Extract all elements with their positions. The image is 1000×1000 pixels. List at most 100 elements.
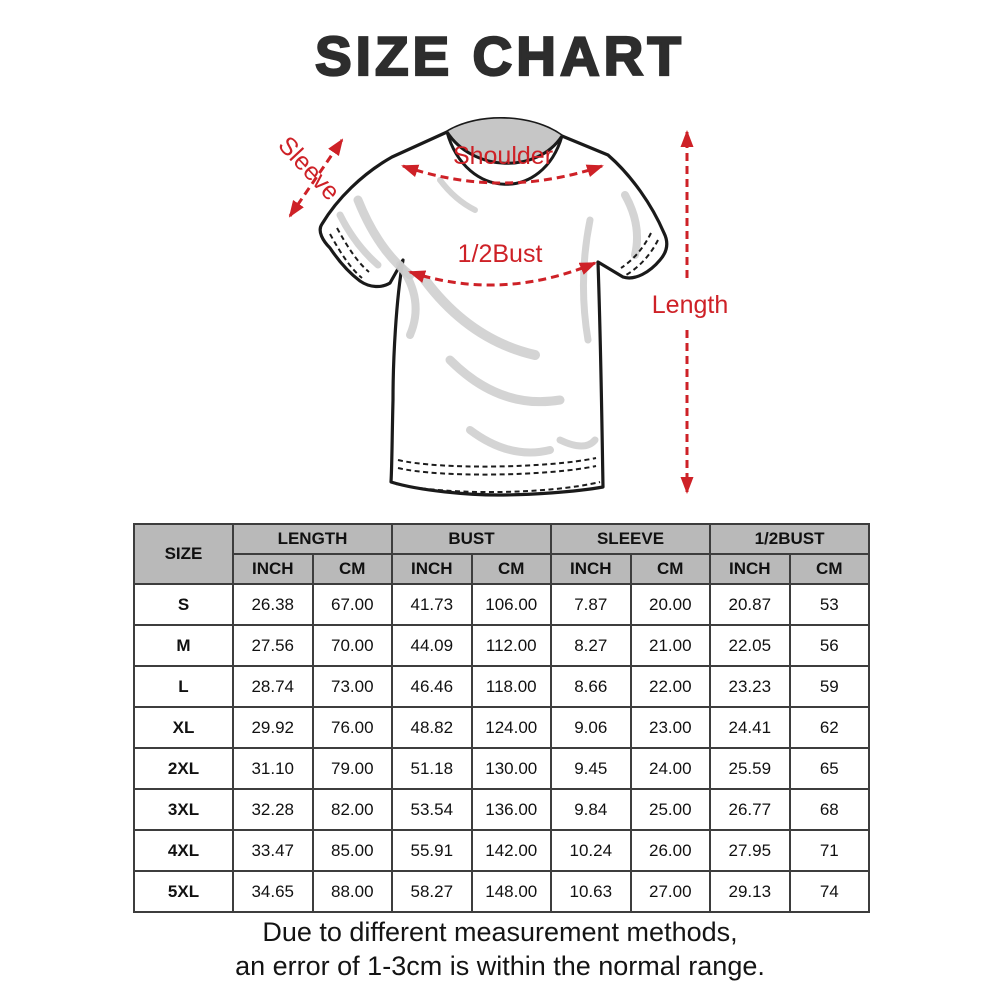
size-cell: XL	[133, 706, 234, 749]
size-cell: L	[133, 665, 234, 708]
sleeve-arrow	[288, 138, 344, 218]
half-bust-arrow	[408, 261, 597, 287]
measurement-cell: 130.00	[470, 747, 553, 790]
half-bust-label: 1/2Bust	[458, 240, 543, 268]
measurement-cell: 51.18	[391, 747, 473, 790]
group-header-halfbust: 1/2BUST	[709, 523, 871, 555]
table-row: L 28.74 73.00 46.46 118.00 8.66 22.00 23.23 59	[133, 665, 871, 708]
size-table: SIZE LENGTH BUST SLEEVE 1/2BUST INCH CM …	[133, 523, 871, 913]
size-cell: 5XL	[133, 870, 234, 913]
unit-header: CM	[788, 553, 871, 585]
measurement-cell: 44.09	[391, 624, 473, 667]
measurement-cell: 56	[788, 624, 871, 667]
measurement-cell: 62	[788, 706, 871, 749]
measurement-cell: 25.00	[629, 788, 712, 831]
measurement-cell: 118.00	[470, 665, 553, 708]
measurement-cell: 71	[788, 829, 871, 872]
measurement-cell: 58.27	[391, 870, 473, 913]
measurement-cell: 10.63	[550, 870, 632, 913]
measurement-cell: 7.87	[550, 583, 632, 626]
measurement-cell: 20.00	[629, 583, 712, 626]
table-row: S 26.38 67.00 41.73 106.00 7.87 20.00 20.87 53	[133, 583, 871, 626]
measurement-cell: 20.87	[709, 583, 791, 626]
length-label: Length	[652, 291, 728, 319]
size-table-header: SIZE LENGTH BUST SLEEVE 1/2BUST INCH CM …	[133, 523, 871, 585]
measurement-cell: 9.84	[550, 788, 632, 831]
unit-header: CM	[470, 553, 553, 585]
tshirt-diagram: Shoulder 1/2Bust Sleeve Length	[273, 117, 728, 497]
measurement-cell: 67.00	[311, 583, 394, 626]
measurement-cell: 27.00	[629, 870, 712, 913]
shoulder-label: Shoulder	[453, 142, 553, 170]
measurement-cell: 26.00	[629, 829, 712, 872]
page-title: SIZE CHART	[314, 24, 685, 88]
measurement-cell: 48.82	[391, 706, 473, 749]
measurement-cell: 10.24	[550, 829, 632, 872]
size-cell: 4XL	[133, 829, 234, 872]
measurement-cell: 65	[788, 747, 871, 790]
measurement-cell: 59	[788, 665, 871, 708]
unit-header: INCH	[709, 553, 791, 585]
measurement-cell: 27.56	[232, 624, 314, 667]
group-header-bust: BUST	[391, 523, 553, 555]
measurement-cell: 88.00	[311, 870, 394, 913]
measurement-cell: 53	[788, 583, 871, 626]
measurement-cell: 112.00	[470, 624, 553, 667]
measurement-cell: 31.10	[232, 747, 314, 790]
unit-header: INCH	[232, 553, 314, 585]
measurement-cell: 8.27	[550, 624, 632, 667]
table-row: 3XL 32.28 82.00 53.54 136.00 9.84 25.00 26.77 68	[133, 788, 871, 831]
measurement-cell: 26.77	[709, 788, 791, 831]
measurement-cell: 23.23	[709, 665, 791, 708]
note-line-2: an error of 1-3cm is within the normal r…	[235, 950, 765, 981]
measurement-cell: 73.00	[311, 665, 394, 708]
measurement-cell: 148.00	[470, 870, 553, 913]
measurement-cell: 55.91	[391, 829, 473, 872]
table-row: 2XL 31.10 79.00 51.18 130.00 9.45 24.00 25.59 65	[133, 747, 871, 790]
measurement-cell: 29.92	[232, 706, 314, 749]
measurement-cell: 41.73	[391, 583, 473, 626]
table-row: 5XL 34.65 88.00 58.27 148.00 10.63 27.00 29.13 7…	[133, 870, 871, 913]
table-row: XL 29.92 76.00 48.82 124.00 9.06 23.00 24.41 62	[133, 706, 871, 749]
measurement-cell: 29.13	[709, 870, 791, 913]
measurement-cell: 70.00	[311, 624, 394, 667]
measurement-cell: 25.59	[709, 747, 791, 790]
measurement-cell: 23.00	[629, 706, 712, 749]
size-cell: 3XL	[133, 788, 234, 831]
measurement-cell: 136.00	[470, 788, 553, 831]
measurement-cell: 27.95	[709, 829, 791, 872]
stitching	[329, 227, 659, 494]
measurement-cell: 24.41	[709, 706, 791, 749]
measurement-cell: 26.38	[232, 583, 314, 626]
group-header-sleeve: SLEEVE	[550, 523, 712, 555]
table-row: M 27.56 70.00 44.09 112.00 8.27 21.00 22.05 56	[133, 624, 871, 667]
measurement-cell: 24.00	[629, 747, 712, 790]
size-table-body: S 26.38 67.00 41.73 106.00 7.87 20.00 20.87 53 M 2…	[133, 583, 871, 913]
group-header-length: LENGTH	[231, 523, 394, 555]
measurement-cell: 76.00	[311, 706, 394, 749]
sleeve-label: Sleeve	[273, 131, 346, 206]
size-cell: 2XL	[133, 747, 234, 790]
size-header-cell: SIZE	[133, 523, 234, 585]
measurement-cell: 21.00	[629, 624, 712, 667]
measurement-cell: 82.00	[311, 788, 394, 831]
measurement-cell: 53.54	[391, 788, 473, 831]
measurement-cell: 79.00	[311, 747, 394, 790]
measurement-cell: 85.00	[311, 829, 394, 872]
measurement-cell: 106.00	[470, 583, 553, 626]
measurement-cell: 74	[788, 870, 871, 913]
measurement-cell: 28.74	[232, 665, 314, 708]
measurement-cell: 22.05	[709, 624, 791, 667]
measurement-cell: 68	[788, 788, 871, 831]
unit-header: INCH	[391, 553, 473, 585]
measurement-cell: 33.47	[232, 829, 314, 872]
size-cell: M	[133, 624, 234, 667]
tshirt-body	[318, 117, 669, 497]
measurement-cell: 46.46	[391, 665, 473, 708]
measurement-note: Due to different measurement methods, an…	[0, 916, 1000, 984]
measurement-cell: 8.66	[550, 665, 632, 708]
measurement-cell: 124.00	[470, 706, 553, 749]
unit-header: CM	[311, 553, 394, 585]
unit-header: CM	[629, 553, 712, 585]
